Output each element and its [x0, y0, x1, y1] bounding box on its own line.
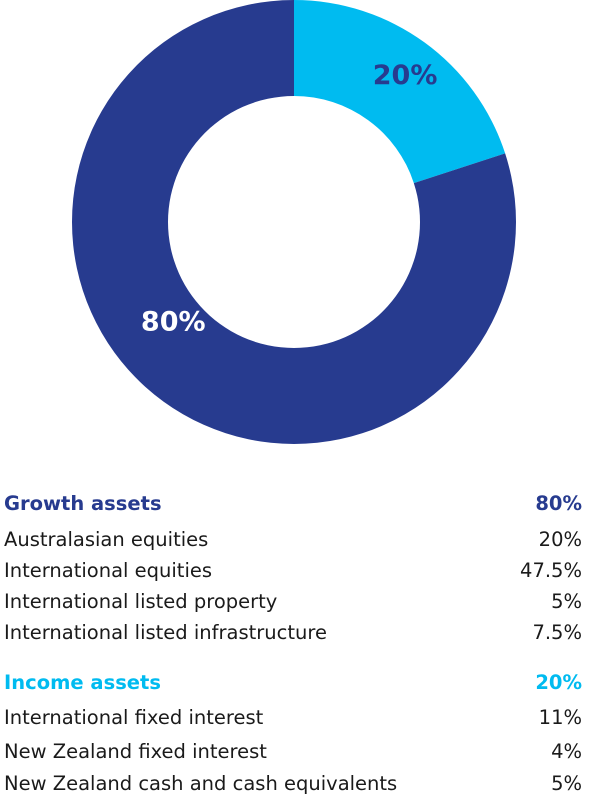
allocation-row: International listed infrastructure 7.5%: [4, 621, 582, 645]
allocation-label: International equities: [4, 559, 213, 582]
allocation-value: 20%: [538, 528, 582, 551]
allocation-label: Australasian equities: [4, 528, 209, 551]
income-assets-total: 20%: [535, 671, 582, 694]
allocation-label: International listed property: [4, 590, 278, 613]
growth-assets-label: Growth assets: [4, 492, 162, 515]
allocation-value: 47.5%: [520, 559, 582, 582]
allocation-row: Australasian equities 20%: [4, 528, 582, 552]
growth-assets-heading: Growth assets 80%: [4, 492, 582, 516]
allocation-value: 4%: [551, 740, 582, 763]
allocation-value: 7.5%: [532, 621, 582, 644]
allocation-label: New Zealand cash and cash equivalents: [4, 772, 398, 795]
income-assets-heading: Income assets 20%: [4, 671, 582, 695]
allocation-row: International equities 47.5%: [4, 559, 582, 583]
allocation-row: New Zealand fixed interest 4%: [4, 740, 582, 764]
allocation-label: New Zealand fixed interest: [4, 740, 267, 763]
donut-slice: [294, 0, 506, 184]
donut-slice: [72, 0, 517, 444]
income-assets-label: Income assets: [4, 671, 161, 694]
donut-chart: 20% 80%: [72, 0, 517, 444]
allocation-value: 5%: [551, 772, 582, 795]
allocation-row: International fixed interest 11%: [4, 706, 582, 730]
allocation-label: International listed infrastructure: [4, 621, 327, 644]
allocation-row: New Zealand cash and cash equivalents 5%: [4, 772, 582, 796]
allocation-value: 5%: [551, 590, 582, 613]
slice-label: 20%: [373, 60, 438, 91]
allocation-label: International fixed interest: [4, 706, 264, 729]
slice-label: 80%: [141, 306, 206, 337]
growth-assets-total: 80%: [535, 492, 582, 515]
allocation-row: International listed property 5%: [4, 590, 582, 614]
allocation-value: 11%: [538, 706, 582, 729]
